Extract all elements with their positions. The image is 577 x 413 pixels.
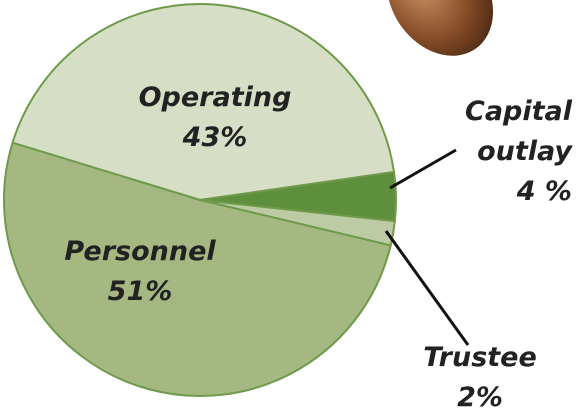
value-label: 51% — [50, 272, 230, 312]
category-label: Trustee — [390, 338, 570, 378]
category-label: Capital outlay — [432, 92, 572, 172]
category-label: Operating — [110, 78, 320, 118]
value-label: 43% — [110, 118, 320, 158]
value-label: 2% — [390, 378, 570, 413]
category-label: Personnel — [50, 232, 230, 272]
seed-image — [365, 0, 515, 76]
pie — [4, 4, 396, 396]
value-label: 4 % — [432, 172, 572, 212]
leader-line — [386, 231, 468, 345]
page: Operating43% Capital outlay4 % Trustee2% Pe… — [0, 0, 577, 413]
